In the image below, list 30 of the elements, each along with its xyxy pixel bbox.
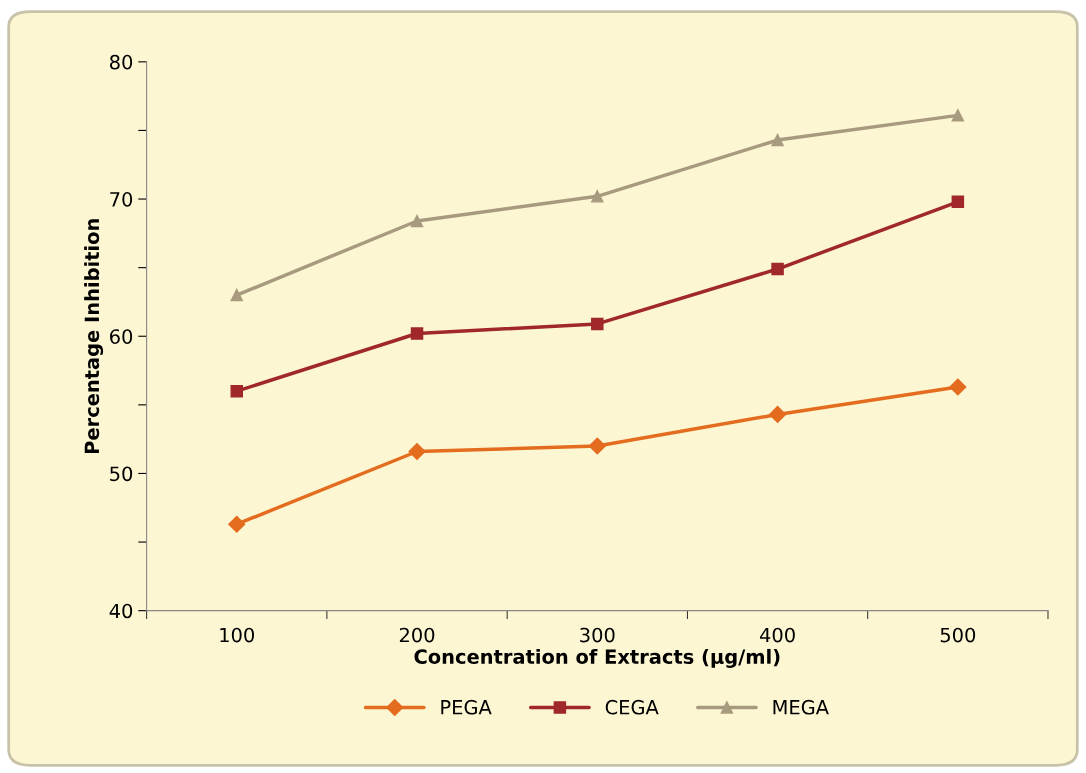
x-tick-label: 500 xyxy=(940,627,976,643)
point xyxy=(949,378,967,396)
legend-label: CEGA xyxy=(605,699,659,715)
y-tick-label: 80 xyxy=(109,54,133,70)
point xyxy=(588,437,606,455)
x-tick-label: 200 xyxy=(399,627,435,643)
point xyxy=(230,288,243,302)
point xyxy=(410,214,424,228)
point xyxy=(410,327,424,340)
point xyxy=(230,384,243,398)
legend-label: MEGA xyxy=(773,699,829,715)
point xyxy=(591,190,604,203)
y-tick-label: 70 xyxy=(110,192,133,207)
x-tick-label: 300 xyxy=(580,627,615,643)
point xyxy=(591,317,604,331)
point xyxy=(771,133,784,147)
point xyxy=(771,262,784,276)
point xyxy=(408,442,426,461)
x-tick-label: 400 xyxy=(759,627,795,643)
x-axis-title: Concentration of Extracts (µg/ml) xyxy=(414,648,780,668)
point xyxy=(951,195,965,209)
y-tick-label: 60 xyxy=(110,329,133,344)
x-tick-label: 100 xyxy=(220,627,255,643)
point xyxy=(951,109,965,122)
y-tick-label: 50 xyxy=(110,466,133,482)
y-tick-label: 40 xyxy=(109,603,133,619)
y-axis-title: Percentage Inhibition xyxy=(84,219,104,454)
legend-label: PEGA xyxy=(441,699,492,715)
point xyxy=(769,405,787,424)
point xyxy=(228,515,246,533)
